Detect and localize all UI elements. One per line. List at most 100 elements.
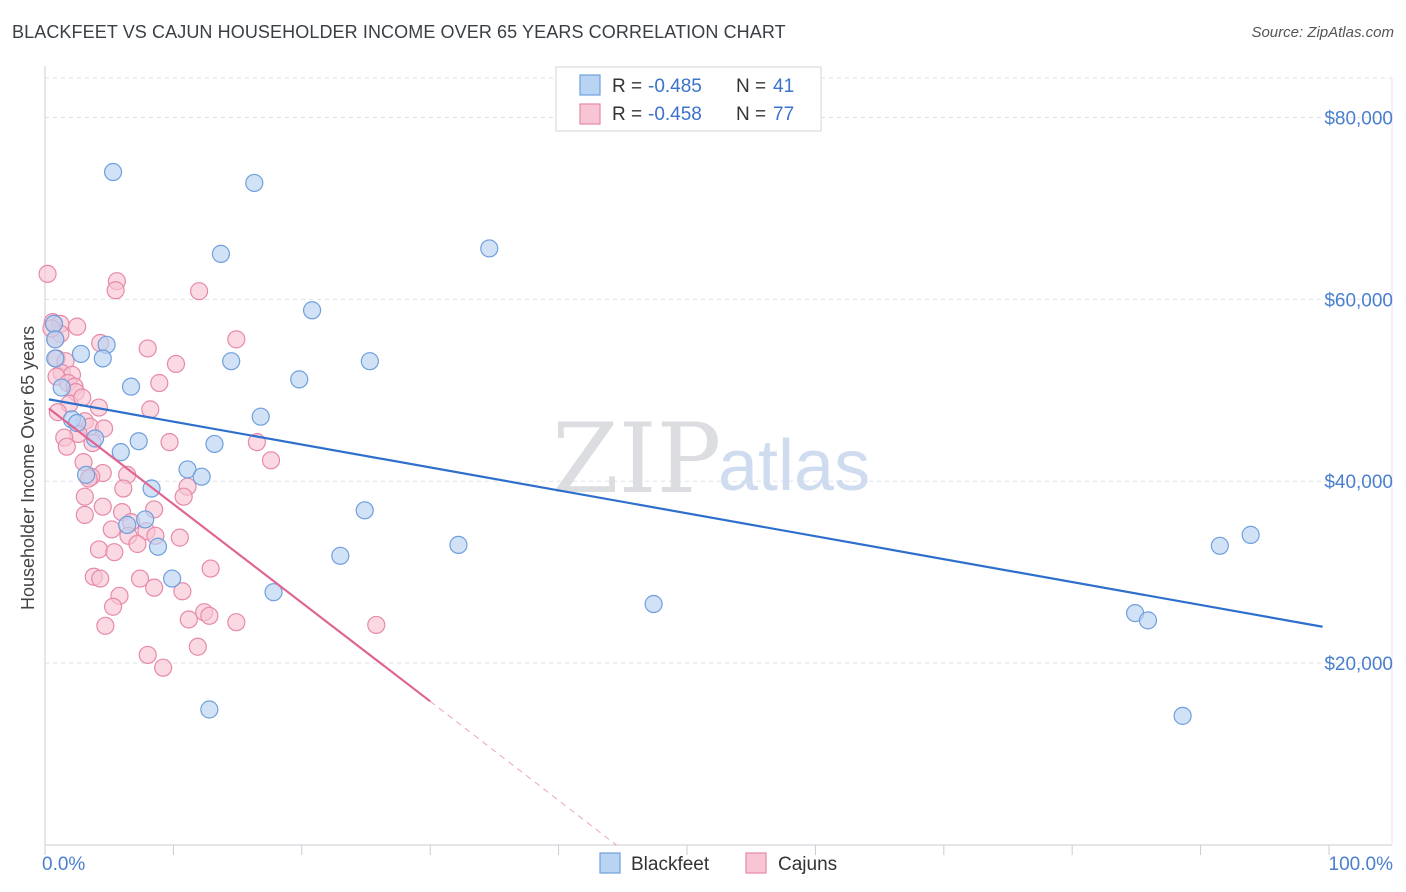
cajun-point-60 [91, 569, 110, 588]
blackfeet-point-37 [1210, 536, 1229, 555]
cajun-point-44 [93, 497, 112, 516]
blackfeet-point-28 [136, 510, 155, 529]
cajun-point-57 [201, 559, 220, 578]
cajun-point-53 [170, 528, 189, 547]
blackfeet-point-8 [46, 349, 65, 368]
blackfeet-point-33 [163, 569, 182, 588]
trend-lines [48, 398, 1323, 846]
cajun-point-70 [96, 616, 115, 635]
cajun-point-59 [130, 569, 150, 588]
bottom-legend-label-blackfeet: Blackfeet [631, 854, 710, 875]
blackfeet-point-21 [205, 434, 224, 454]
blackfeet-point-23 [178, 460, 197, 479]
cajun-point-69 [367, 615, 386, 635]
blackfeet-point-0 [103, 162, 123, 182]
cajun-point-49 [102, 520, 121, 539]
cajun-point-31 [160, 433, 179, 452]
cajun-point-43 [174, 487, 193, 506]
blackfeet-point-1 [245, 173, 264, 193]
cajun-trend-line [48, 407, 431, 703]
blackfeet-point-9 [71, 344, 91, 364]
y-tick-label-1: $40,000 [1324, 472, 1393, 493]
legend-n-label-cajuns: N = [736, 104, 766, 125]
blackfeet-point-5 [44, 314, 64, 334]
legend-n-value-blackfeet: 41 [773, 76, 794, 97]
blackfeet-point-25 [76, 465, 96, 484]
cajun-point-2 [106, 281, 125, 300]
blackfeet-point-29 [118, 515, 137, 534]
x-tick-label-min: 0.0% [42, 854, 85, 875]
axes [44, 66, 1393, 855]
cajun-point-68 [227, 613, 246, 632]
y-tick-label-2: $60,000 [1324, 290, 1393, 311]
cajun-point-19 [150, 373, 169, 393]
cajun-point-14 [166, 354, 186, 374]
cajun-point-66 [200, 606, 219, 625]
blackfeet-point-15 [52, 378, 71, 397]
blackfeet-point-22 [111, 443, 130, 462]
blackfeet-point-40 [200, 700, 219, 719]
bottom-legend-label-cajuns: Cajuns [778, 854, 837, 875]
cajun-trend-extension [429, 700, 617, 846]
y-tick-label-3: $80,000 [1324, 108, 1393, 129]
chart-source: Source: ZipAtlas.com [1251, 24, 1394, 41]
x-tick-labels: 0.0% 100.0% [42, 854, 1393, 875]
cajun-point-41 [114, 479, 133, 498]
blackfeet-point-32 [331, 546, 350, 565]
blackfeet-point-30 [449, 535, 468, 554]
cajun-point-0 [38, 264, 57, 283]
legend-swatch-blackfeet [579, 74, 601, 96]
cajun-point-6 [67, 317, 87, 336]
cajun-point-61 [145, 578, 164, 597]
legend-swatch-cajuns [579, 103, 601, 125]
blackfeet-point-2 [211, 244, 231, 263]
watermark: ZIP atlas [552, 403, 870, 515]
cajun-point-47 [75, 505, 94, 524]
blackfeet-point-10 [93, 349, 112, 368]
cajun-point-62 [173, 582, 192, 601]
y-tick-labels: $20,000 $40,000 $60,000 $80,000 [1324, 108, 1393, 675]
cajun-point-71 [188, 637, 207, 656]
blackfeet-point-35 [644, 594, 663, 614]
cajun-point-34 [261, 451, 281, 470]
y-tick-label-0: $20,000 [1324, 654, 1393, 675]
blackfeet-point-31 [148, 537, 168, 556]
blackfeet-point-4 [302, 301, 322, 320]
grid-lines [45, 77, 1392, 664]
y-axis-label: Householder Income Over 65 years [18, 326, 38, 610]
blackfeet-point-20 [129, 432, 148, 451]
watermark-atlas-text: atlas [718, 426, 870, 506]
cajun-point-55 [89, 540, 109, 559]
cajun-point-3 [189, 282, 209, 301]
blackfeet-point-12 [360, 352, 379, 371]
blackfeet-point-41 [1173, 706, 1192, 725]
cajun-point-67 [179, 610, 198, 629]
cajun-point-25 [48, 403, 67, 422]
blackfeet-point-14 [121, 377, 141, 396]
cajun-point-42 [75, 487, 94, 506]
legend-n-label-blackfeet: N = [736, 76, 766, 97]
legend-r-label-blackfeet: R = [612, 76, 642, 97]
legend-r-value-cajuns: -0.458 [648, 104, 702, 125]
chart-title: BLACKFEET VS CAJUN HOUSEHOLDER INCOME OV… [12, 22, 786, 42]
cajun-point-33 [57, 437, 76, 456]
cajun-point-64 [103, 597, 123, 616]
blackfeet-point-3 [480, 239, 499, 258]
blackfeet-trend-line [48, 398, 1323, 628]
blackfeet-point-39 [1138, 611, 1158, 630]
blackfeet-point-6 [46, 330, 65, 349]
cajun-point-11 [138, 339, 157, 358]
data-points [38, 162, 1260, 725]
legend-r-label-cajuns: R = [612, 104, 642, 125]
blackfeet-point-13 [290, 370, 309, 389]
cajun-point-72 [138, 645, 157, 665]
blackfeet-point-27 [355, 501, 374, 520]
bottom-legend-swatch-cajuns [745, 852, 767, 874]
watermark-zip-text: ZIP [552, 403, 721, 515]
cajun-point-54 [128, 534, 147, 554]
correlation-legend: R = -0.485 N = 41 R = -0.458 N = 77 [555, 66, 822, 132]
blackfeet-point-16 [251, 407, 270, 426]
blackfeet-point-34 [264, 583, 283, 602]
blackfeet-point-24 [192, 467, 211, 486]
